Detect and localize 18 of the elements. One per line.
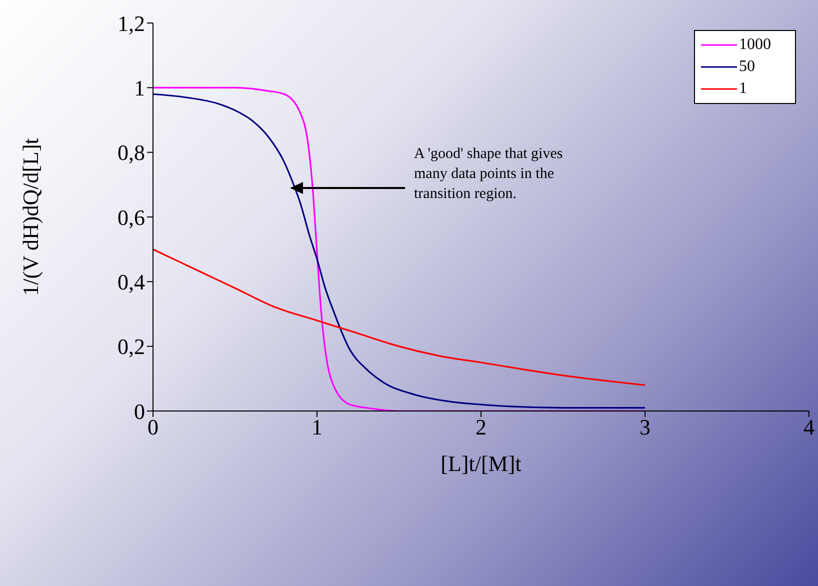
x-tick-label: 2 [476,414,486,440]
y-tick-label: 0,6 [118,204,145,230]
y-tick-label: 0,8 [118,140,145,166]
y-tick-label: 0,4 [118,269,145,294]
x-axis-title: [L]t/[M]t [440,451,522,476]
legend-label: 1 [739,80,748,98]
legend-label: 50 [739,58,756,76]
y-tick-label: 1,2 [118,10,145,36]
line-series [153,248,646,386]
x-tick-label: 3 [640,414,650,440]
x-tick-label: 1 [312,414,322,440]
legend-label: 1000 [739,36,772,54]
y-tick-label: 1 [134,75,145,100]
y-axis-title: 1/(V dH)dQ/d[L]t [18,138,43,296]
annotation: A 'good' shape that gives many data points in the transition region. [414,146,563,202]
x-tick-label: 4 [804,414,814,440]
y-tick-label: 0,2 [118,334,145,360]
y-tick-label: 0 [134,398,145,424]
